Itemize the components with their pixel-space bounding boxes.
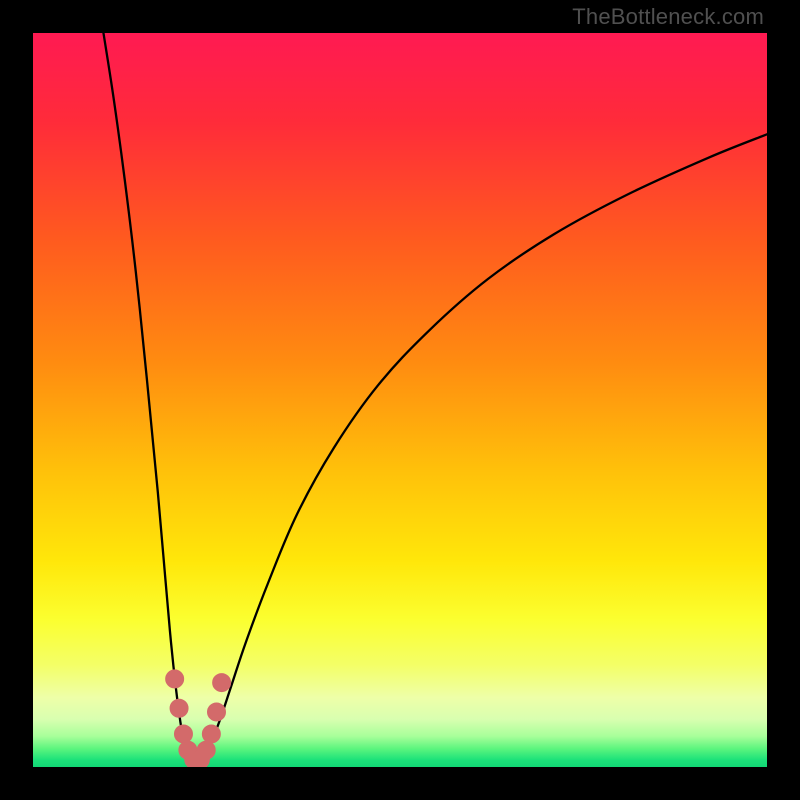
trough-marker xyxy=(208,703,226,721)
trough-marker xyxy=(170,699,188,717)
watermark-text: TheBottleneck.com xyxy=(572,4,764,30)
trough-marker xyxy=(202,725,220,743)
trough-marker xyxy=(166,670,184,688)
trough-marker xyxy=(197,741,215,759)
trough-marker xyxy=(213,674,231,692)
bottleneck-chart xyxy=(33,33,767,767)
gradient-background xyxy=(33,33,767,767)
trough-marker xyxy=(174,725,192,743)
chart-frame xyxy=(0,0,800,800)
